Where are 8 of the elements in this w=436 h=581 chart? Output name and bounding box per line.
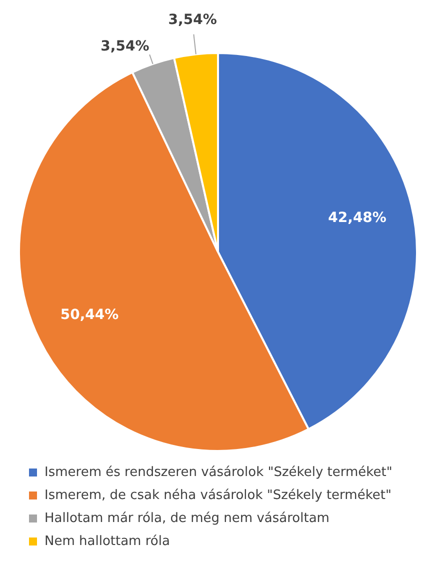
data-label: 50,44% bbox=[60, 307, 119, 324]
legend-label: Hallotam már róla, de még nem vásároltam bbox=[44, 510, 330, 526]
data-label: 3,54% bbox=[168, 12, 217, 28]
legend-label: Ismerem és rendszeren vásárolok "Székely terméket" bbox=[44, 464, 392, 480]
legend-label: Ismerem, de csak néha vásárolok "Székely terméket" bbox=[44, 488, 392, 503]
legend-label: Nem hallottam róla bbox=[44, 534, 170, 549]
data-label: 42,48% bbox=[328, 210, 386, 226]
data-label: 3,54% bbox=[100, 38, 150, 55]
